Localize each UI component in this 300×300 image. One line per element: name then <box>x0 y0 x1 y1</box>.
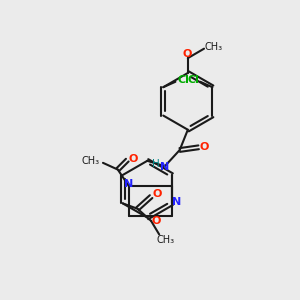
Text: CH₃: CH₃ <box>82 157 100 166</box>
Text: N: N <box>172 197 182 207</box>
Text: O: O <box>152 189 162 199</box>
Text: Cl: Cl <box>187 75 199 85</box>
Text: O: O <box>200 142 209 152</box>
Text: H: H <box>152 158 159 169</box>
Text: N: N <box>124 179 133 190</box>
Text: CH₃: CH₃ <box>157 236 175 245</box>
Text: O: O <box>183 49 192 58</box>
Text: CH₃: CH₃ <box>204 42 223 52</box>
Text: O: O <box>128 154 138 164</box>
Text: N: N <box>160 162 169 172</box>
Text: O: O <box>152 217 161 226</box>
Text: Cl: Cl <box>177 75 189 85</box>
